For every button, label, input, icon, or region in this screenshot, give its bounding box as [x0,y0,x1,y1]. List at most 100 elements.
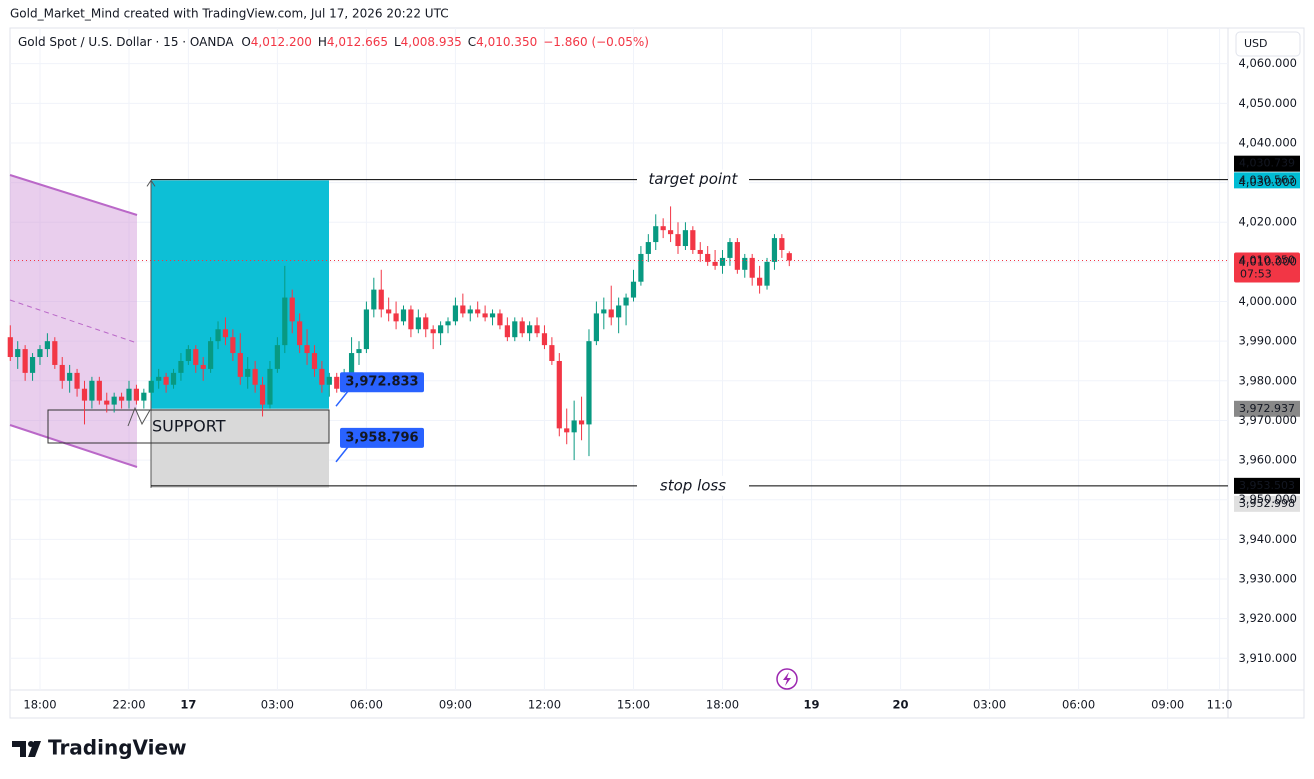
x-tick-label: 09:00 [439,698,472,712]
candle-body [541,333,548,346]
y-tick-label: 3,960.000 [1238,453,1297,467]
candle-body [400,309,407,322]
price-tag [1234,477,1300,494]
legend-key: L [394,35,401,49]
candle-body [757,277,763,286]
candle-body [326,376,332,385]
candle-body [304,345,310,354]
candle-body [690,230,696,250]
channel-edge [9,424,138,468]
y-tick-label: 3,990.000 [1238,334,1297,348]
x-tick-label: 18:00 [706,698,739,712]
candle-body [437,325,444,334]
price-tag [1234,172,1300,189]
price-tag [1234,400,1300,417]
candle-body [630,281,637,298]
candle-body [616,305,622,318]
legend-value: 4,012.665 [327,35,388,49]
logo-dot [28,741,34,747]
price-tag-label: 3,953.503 [1239,479,1295,492]
candle-body [215,329,221,342]
candle-body [697,249,703,254]
line-label-bg [637,169,749,190]
candle-body [156,376,162,381]
candle-body [267,368,273,405]
candle-body [504,325,510,338]
candle-body [534,325,540,334]
candle-body [467,309,473,314]
y-tick-label: 4,030.000 [1238,175,1297,189]
candle-body [37,349,43,358]
y-tick-label: 3,980.000 [1238,373,1297,387]
symbol: Gold Spot / U.S. Dollar · 15 · OANDA [18,35,234,49]
candle-body [22,349,28,373]
candle-body [549,345,555,361]
line-label: target point [649,170,739,188]
candle-body [81,388,88,401]
candle-body [452,305,459,322]
candle-body [415,317,421,330]
candle-body [727,242,733,258]
candle-body [675,234,681,247]
x-tick-label: 11:0 [1207,698,1233,712]
candle-body [141,392,147,401]
candle-body [667,230,674,235]
x-tick-label: 22:00 [112,698,145,712]
candle-body [623,297,629,306]
legend-change: −1.860 (−0.05%) [543,35,649,49]
candle-body [178,360,184,373]
candle-body [163,376,169,385]
candle-body [638,253,644,282]
candle-body [222,329,229,338]
candle-body [371,289,377,310]
candle-body [408,309,414,330]
y-tick-label: 4,000.000 [1238,294,1297,308]
candle-body [148,380,154,393]
candle-body [67,372,73,381]
callout-label: 3,972.833 [345,375,418,390]
candle-body [7,337,13,358]
candle-body [15,349,21,358]
loss-zone [151,408,329,488]
candle-body [734,242,740,270]
callout-box [340,427,424,448]
candle-body [356,349,362,354]
candle-body [712,261,718,266]
candle-body [289,297,295,322]
candles [7,206,792,461]
candle-body [111,396,117,405]
candle-body [489,313,496,318]
last-price-tag [1234,252,1300,283]
legend-value: 4,012.200 [251,35,312,49]
candle-body [89,380,95,401]
x-tick-label: 09:00 [1151,698,1184,712]
candle-body [645,242,651,254]
candle-body [586,341,592,425]
candle-body [445,321,451,326]
candle-body [185,349,191,361]
candle-body [319,368,325,385]
callout-pointer [335,390,349,407]
candle-body [430,329,436,334]
support-box [47,409,330,444]
candle-body [460,305,466,314]
candle-body [705,253,711,262]
candle-body [475,309,481,314]
candle-body [608,309,614,318]
x-tick-label: 06:00 [350,698,383,712]
y-tick-label: 4,020.000 [1238,215,1297,229]
candle-body [59,364,65,381]
price-tag [1234,495,1300,512]
candle-body [682,230,689,247]
candle-body [653,226,659,243]
candle-body [601,309,607,314]
candle-body [133,388,140,401]
price-tag-label: 3,972.937 [1239,402,1295,415]
x-tick-label: 03:00 [973,698,1006,712]
callout-box [340,372,424,393]
price-tag-label: 3,952.998 [1239,497,1295,510]
legend: Gold Spot / U.S. Dollar · 15 · OANDA O4,0… [18,35,649,49]
candle-body [764,261,770,286]
currency-box [1235,31,1301,57]
